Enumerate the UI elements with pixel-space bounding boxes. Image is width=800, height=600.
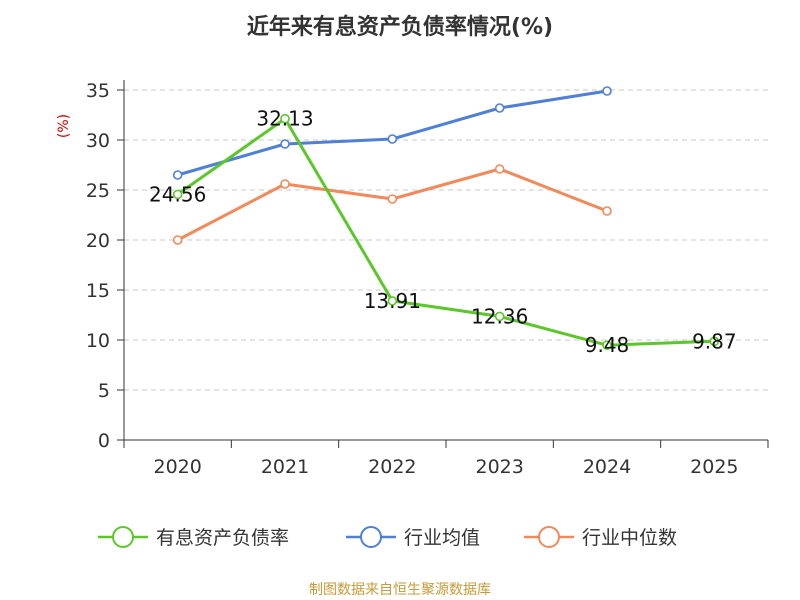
y-tick-label: 30 xyxy=(86,130,110,152)
source-note: 制图数据来自恒生聚源数据库 xyxy=(309,582,491,598)
data-point xyxy=(494,311,505,322)
data-point xyxy=(602,340,612,351)
legend-marker xyxy=(360,526,382,548)
data-point xyxy=(172,170,183,180)
y-tick-label: 0 xyxy=(98,430,110,452)
x-tick-label: 2023 xyxy=(475,456,523,478)
y-axis-label: (%) xyxy=(56,114,72,138)
legend-marker xyxy=(112,526,134,548)
x-tick-label: 2024 xyxy=(583,456,631,478)
data-point xyxy=(172,189,183,200)
y-tick-label: 20 xyxy=(86,230,110,252)
data-label: 24.56 xyxy=(149,182,206,206)
gridlines xyxy=(124,89,768,391)
legend-item[interactable]: 行业均值 xyxy=(346,526,480,549)
data-label: 9.48 xyxy=(585,333,630,357)
legend-label: 有息资产负债率 xyxy=(156,527,289,549)
data-label: 13.91 xyxy=(364,289,421,313)
legend: 有息资产负债率 行业均值 行业中位数 xyxy=(98,526,677,549)
x-tick-label: 2020 xyxy=(153,456,201,478)
y-tick-label: 35 xyxy=(86,80,110,102)
legend-label: 行业均值 xyxy=(404,527,480,549)
data-point xyxy=(387,134,398,144)
x-tick-label: 2025 xyxy=(690,456,738,478)
data-label: 32.13 xyxy=(256,107,313,131)
series-line xyxy=(176,167,608,242)
data-label: 9.87 xyxy=(692,329,737,353)
data-point xyxy=(602,86,612,96)
chart-title: 近年来有息资产负债率情况(%) xyxy=(247,14,553,40)
data-label: 12.36 xyxy=(471,304,528,328)
legend-item[interactable]: 行业中位数 xyxy=(524,526,677,549)
y-tick-label: 25 xyxy=(86,180,110,202)
x-tick-label: 2022 xyxy=(368,456,416,478)
legend-item[interactable]: 有息资产负债率 xyxy=(98,526,289,549)
data-labels: 24.56 32.13 13.91 12.36 9.48 9.87 xyxy=(149,107,737,358)
y-tick-label: 10 xyxy=(86,330,110,352)
y-tick-label: 15 xyxy=(86,280,110,302)
series-line xyxy=(176,117,715,347)
data-point xyxy=(602,206,612,216)
data-point xyxy=(494,103,505,113)
x-tick-label: 2021 xyxy=(261,456,309,478)
legend-label: 行业中位数 xyxy=(582,527,677,549)
data-point xyxy=(172,235,183,245)
data-point xyxy=(387,194,398,204)
y-tick-label: 5 xyxy=(98,380,110,402)
data-point xyxy=(280,179,290,189)
data-point xyxy=(280,139,290,149)
data-point xyxy=(709,336,720,347)
data-point xyxy=(494,164,505,174)
series-layer xyxy=(172,86,720,351)
data-point xyxy=(280,113,290,124)
data-point xyxy=(387,296,398,306)
legend-marker xyxy=(538,526,560,548)
series-line xyxy=(177,89,608,177)
